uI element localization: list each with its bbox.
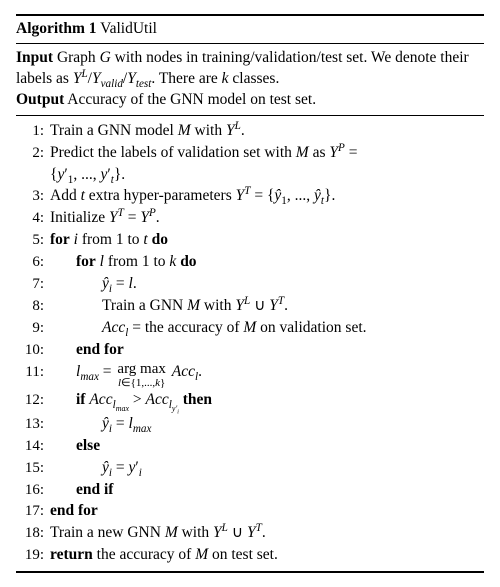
- step-code: Train a GNN model M with YL.: [44, 121, 484, 142]
- step-number: 1:: [16, 121, 44, 141]
- step-code: Predict the labels of validation set wit…: [44, 143, 484, 164]
- rule-top: [16, 14, 484, 16]
- step-row: 10:end for: [16, 340, 484, 361]
- algorithm-label: Algorithm 1: [16, 20, 97, 37]
- output-text: Accuracy of the GNN model on test set.: [67, 91, 316, 108]
- step-code: for i from 1 to t do: [44, 230, 484, 251]
- io-block: Input Graph G with nodes in training/val…: [16, 46, 484, 113]
- algorithm-name: ValidUtil: [100, 20, 157, 37]
- output-label: Output: [16, 91, 64, 108]
- step-code: Train a GNN M with YL ∪ YT.: [44, 296, 484, 317]
- step-row: 14:else: [16, 436, 484, 457]
- step-number: 3:: [16, 186, 44, 206]
- steps-list: 1:Train a GNN model M with YL.2:Predict …: [16, 118, 484, 570]
- step-row: 8:Train a GNN M with YL ∪ YT.: [16, 296, 484, 317]
- algorithm-box: Algorithm 1 ValidUtil Input Graph G with…: [16, 14, 484, 573]
- step-number: 17:: [16, 501, 44, 521]
- step-code: ŷi = lmax: [44, 414, 484, 435]
- step-number: 7:: [16, 274, 44, 294]
- step-row: 12:if Acclmax > Accly′i then: [16, 390, 484, 413]
- output-line: Output Accuracy of the GNN model on test…: [16, 90, 484, 111]
- input-text: Graph G with nodes in training/validatio…: [16, 49, 469, 87]
- step-row: 6:for l from 1 to k do: [16, 252, 484, 273]
- step-row: 15:ŷi = y′i: [16, 458, 484, 479]
- step-number: 8:: [16, 296, 44, 316]
- step-code: return the accuracy of M on test set.: [44, 545, 484, 566]
- step-row-continuation: {y′1, ..., y′t}.: [16, 165, 484, 186]
- step-row: 4:Initialize YT = YP.: [16, 208, 484, 229]
- step-code: Add t extra hyper-parameters YT = {ŷ1, .…: [44, 186, 484, 207]
- step-row: 19:return the accuracy of M on test set.: [16, 545, 484, 566]
- step-number: 2:: [16, 143, 44, 163]
- step-row: 11:lmax = arg maxl∈{1,...,k} Accl.: [16, 362, 484, 389]
- step-number: 15:: [16, 458, 44, 478]
- step-number: 5:: [16, 230, 44, 250]
- step-row: 17:end for: [16, 501, 484, 522]
- step-code-continuation: {y′1, ..., y′t}.: [44, 165, 484, 186]
- step-code: end for: [44, 340, 484, 361]
- step-number: 13:: [16, 414, 44, 434]
- step-number: 18:: [16, 523, 44, 543]
- step-row: 13:ŷi = lmax: [16, 414, 484, 435]
- step-row: 9:Accl = the accuracy of M on validation…: [16, 318, 484, 339]
- step-code: else: [44, 436, 484, 457]
- step-code: Initialize YT = YP.: [44, 208, 484, 229]
- step-code: end if: [44, 480, 484, 501]
- step-row: 7:ŷi = l.: [16, 274, 484, 295]
- step-number: 12:: [16, 390, 44, 410]
- step-row: 1:Train a GNN model M with YL.: [16, 121, 484, 142]
- step-number: 11:: [16, 362, 44, 382]
- step-number: 4:: [16, 208, 44, 228]
- rule-bottom: [16, 571, 484, 573]
- step-code: Train a new GNN M with YL ∪ YT.: [44, 523, 484, 544]
- step-code: end for: [44, 501, 484, 522]
- step-code: if Acclmax > Accly′i then: [44, 390, 484, 413]
- step-code: ŷi = y′i: [44, 458, 484, 479]
- step-number: 6:: [16, 252, 44, 272]
- step-number: 9:: [16, 318, 44, 338]
- algorithm-title-row: Algorithm 1 ValidUtil: [16, 18, 484, 41]
- step-number: 10:: [16, 340, 44, 360]
- step-number: 16:: [16, 480, 44, 500]
- step-row: 16:end if: [16, 480, 484, 501]
- input-line: Input Graph G with nodes in training/val…: [16, 48, 484, 90]
- step-row: 2:Predict the labels of validation set w…: [16, 143, 484, 164]
- rule-after-title: [16, 43, 484, 44]
- rule-after-io: [16, 115, 484, 116]
- step-number: 19:: [16, 545, 44, 565]
- step-row: 18:Train a new GNN M with YL ∪ YT.: [16, 523, 484, 544]
- step-code: for l from 1 to k do: [44, 252, 484, 273]
- step-code: Accl = the accuracy of M on validation s…: [44, 318, 484, 339]
- step-code: lmax = arg maxl∈{1,...,k} Accl.: [44, 362, 484, 389]
- step-row: 3:Add t extra hyper-parameters YT = {ŷ1,…: [16, 186, 484, 207]
- step-code: ŷi = l.: [44, 274, 484, 295]
- step-row: 5:for i from 1 to t do: [16, 230, 484, 251]
- step-number: 14:: [16, 436, 44, 456]
- input-label: Input: [16, 49, 53, 66]
